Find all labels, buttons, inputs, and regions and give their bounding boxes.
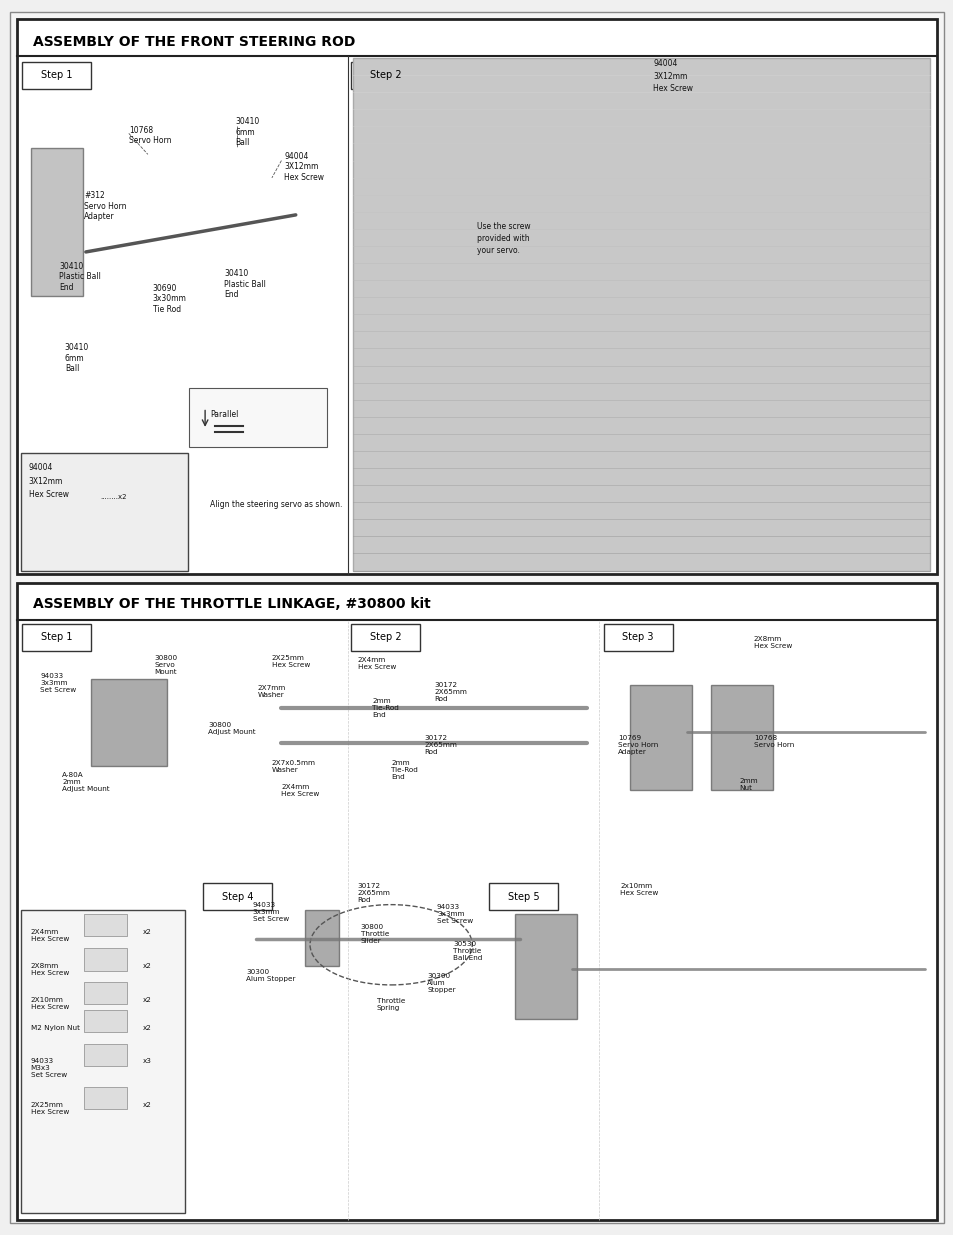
Text: x2: x2 [143,1102,152,1108]
Text: Step 3: Step 3 [621,632,654,642]
FancyBboxPatch shape [22,62,91,89]
Bar [84,1010,127,1032]
Text: 30410
6mm
Ball: 30410 6mm Ball [65,343,89,373]
Text: 94033
3x3mm
Set Screw: 94033 3x3mm Set Screw [40,673,76,693]
FancyBboxPatch shape [10,12,943,1223]
Text: Align the steering servo as shown.: Align the steering servo as shown. [210,500,342,509]
Text: x3: x3 [143,1058,152,1065]
FancyBboxPatch shape [22,624,91,651]
Text: M2 Nylon Nut: M2 Nylon Nut [30,1025,79,1031]
Text: Throttle
Spring: Throttle Spring [376,998,405,1011]
FancyBboxPatch shape [351,62,419,89]
Bar [515,914,577,1019]
Text: Use the screw
provided with
your servo.: Use the screw provided with your servo. [476,222,530,254]
Text: #312
Servo Horn
Adapter: #312 Servo Horn Adapter [84,191,127,221]
Bar [17,19,936,574]
Text: ........x2: ........x2 [100,494,127,500]
Bar [30,148,83,296]
Text: Hex Screw: Hex Screw [29,490,69,499]
Text: 30300
Alum Stopper: 30300 Alum Stopper [246,969,295,983]
FancyBboxPatch shape [351,624,419,651]
Text: 30172
2X65mm
Rod: 30172 2X65mm Rod [357,883,390,903]
Text: 2X7x0.5mm
Washer: 2X7x0.5mm Washer [272,760,315,773]
Text: 94004: 94004 [29,463,53,472]
Text: 10769
Servo Horn
Adapter: 10769 Servo Horn Adapter [618,735,658,755]
Text: 2X8mm
Hex Screw: 2X8mm Hex Screw [30,963,69,977]
Text: A-80A
2mm
Adjust Mount: A-80A 2mm Adjust Mount [62,772,110,792]
Text: x2: x2 [143,963,152,969]
Bar [17,583,936,1220]
Text: 30172
2X65mm
Rod: 30172 2X65mm Rod [434,682,466,701]
FancyBboxPatch shape [489,883,558,910]
Bar [84,1087,127,1109]
Text: 30410
Plastic Ball
End: 30410 Plastic Ball End [59,262,101,291]
Text: 94004: 94004 [653,59,678,68]
Bar [710,685,772,790]
Bar [84,982,127,1004]
Text: 3X12mm: 3X12mm [653,72,687,80]
Text: 2mm
Nut: 2mm Nut [739,778,758,792]
Text: 2X25mm
Hex Screw: 2X25mm Hex Screw [272,655,310,668]
Text: 3X12mm: 3X12mm [29,477,63,485]
Text: Step 1: Step 1 [40,632,72,642]
Text: Step 4: Step 4 [221,892,253,902]
Text: 30800
Throttle
Slider: 30800 Throttle Slider [360,924,389,944]
Text: Step 1: Step 1 [40,70,72,80]
Text: 30300
Alum
Stopper: 30300 Alum Stopper [427,973,456,993]
Text: 10768
Servo Horn: 10768 Servo Horn [753,735,793,748]
Text: 30410
6mm
Ball: 30410 6mm Ball [235,117,259,147]
Text: Hex Screw: Hex Screw [653,84,693,93]
Text: 94033
3x3mm
Set Screw: 94033 3x3mm Set Screw [253,902,289,921]
Bar [84,914,127,936]
Text: x2: x2 [143,997,152,1003]
Text: Step 2: Step 2 [369,632,401,642]
Text: 2X4mm
Hex Screw: 2X4mm Hex Screw [30,929,69,942]
Bar [91,679,167,766]
Text: ASSEMBLY OF THE FRONT STEERING ROD: ASSEMBLY OF THE FRONT STEERING ROD [33,35,355,48]
Text: 2mm
Tie-Rod
End: 2mm Tie-Rod End [372,698,398,718]
Text: ASSEMBLY OF THE THROTTLE LINKAGE, #30800 kit: ASSEMBLY OF THE THROTTLE LINKAGE, #30800… [33,597,431,610]
Text: 10768
Servo Horn: 10768 Servo Horn [129,126,172,146]
FancyBboxPatch shape [203,883,272,910]
Text: Step 5: Step 5 [507,892,539,902]
Bar [189,388,327,447]
Bar [305,910,338,966]
Text: 30530
Throttle
Ball End: 30530 Throttle Ball End [453,941,482,961]
Bar [84,948,127,971]
Text: 2mm
Tie-Rod
End: 2mm Tie-Rod End [391,760,417,779]
Text: 30410
Plastic Ball
End: 30410 Plastic Ball End [224,269,266,299]
Text: 94033
3x3mm
Set Screw: 94033 3x3mm Set Screw [436,904,473,924]
Text: Step 2: Step 2 [369,70,401,80]
Text: 2x10mm
Hex Screw: 2x10mm Hex Screw [619,883,658,897]
Text: 30172
2X65mm
Rod: 30172 2X65mm Rod [424,735,456,755]
Bar [84,1044,127,1066]
Text: 2X4mm
Hex Screw: 2X4mm Hex Screw [357,657,395,671]
Text: x2: x2 [143,1025,152,1031]
Text: 30690
3x30mm
Tie Rod: 30690 3x30mm Tie Rod [152,284,187,314]
Text: 30800
Servo
Mount: 30800 Servo Mount [154,655,177,674]
Text: 2X10mm
Hex Screw: 2X10mm Hex Screw [30,997,69,1010]
Text: 94033
M3x3
Set Screw: 94033 M3x3 Set Screw [30,1058,67,1078]
Text: 30800
Adjust Mount: 30800 Adjust Mount [208,722,255,736]
Text: x2: x2 [143,929,152,935]
Text: Parallel: Parallel [210,410,238,419]
Text: 2X7mm
Washer: 2X7mm Washer [257,685,286,699]
Text: 2X4mm
Hex Screw: 2X4mm Hex Screw [281,784,319,798]
Text: 2X8mm
Hex Screw: 2X8mm Hex Screw [753,636,791,650]
Text: 94004
3X12mm
Hex Screw: 94004 3X12mm Hex Screw [284,152,324,182]
Bar [21,453,188,571]
Text: 2X25mm
Hex Screw: 2X25mm Hex Screw [30,1102,69,1115]
FancyBboxPatch shape [603,624,672,651]
Bar [353,58,929,571]
Bar [21,910,185,1213]
Bar [629,685,691,790]
